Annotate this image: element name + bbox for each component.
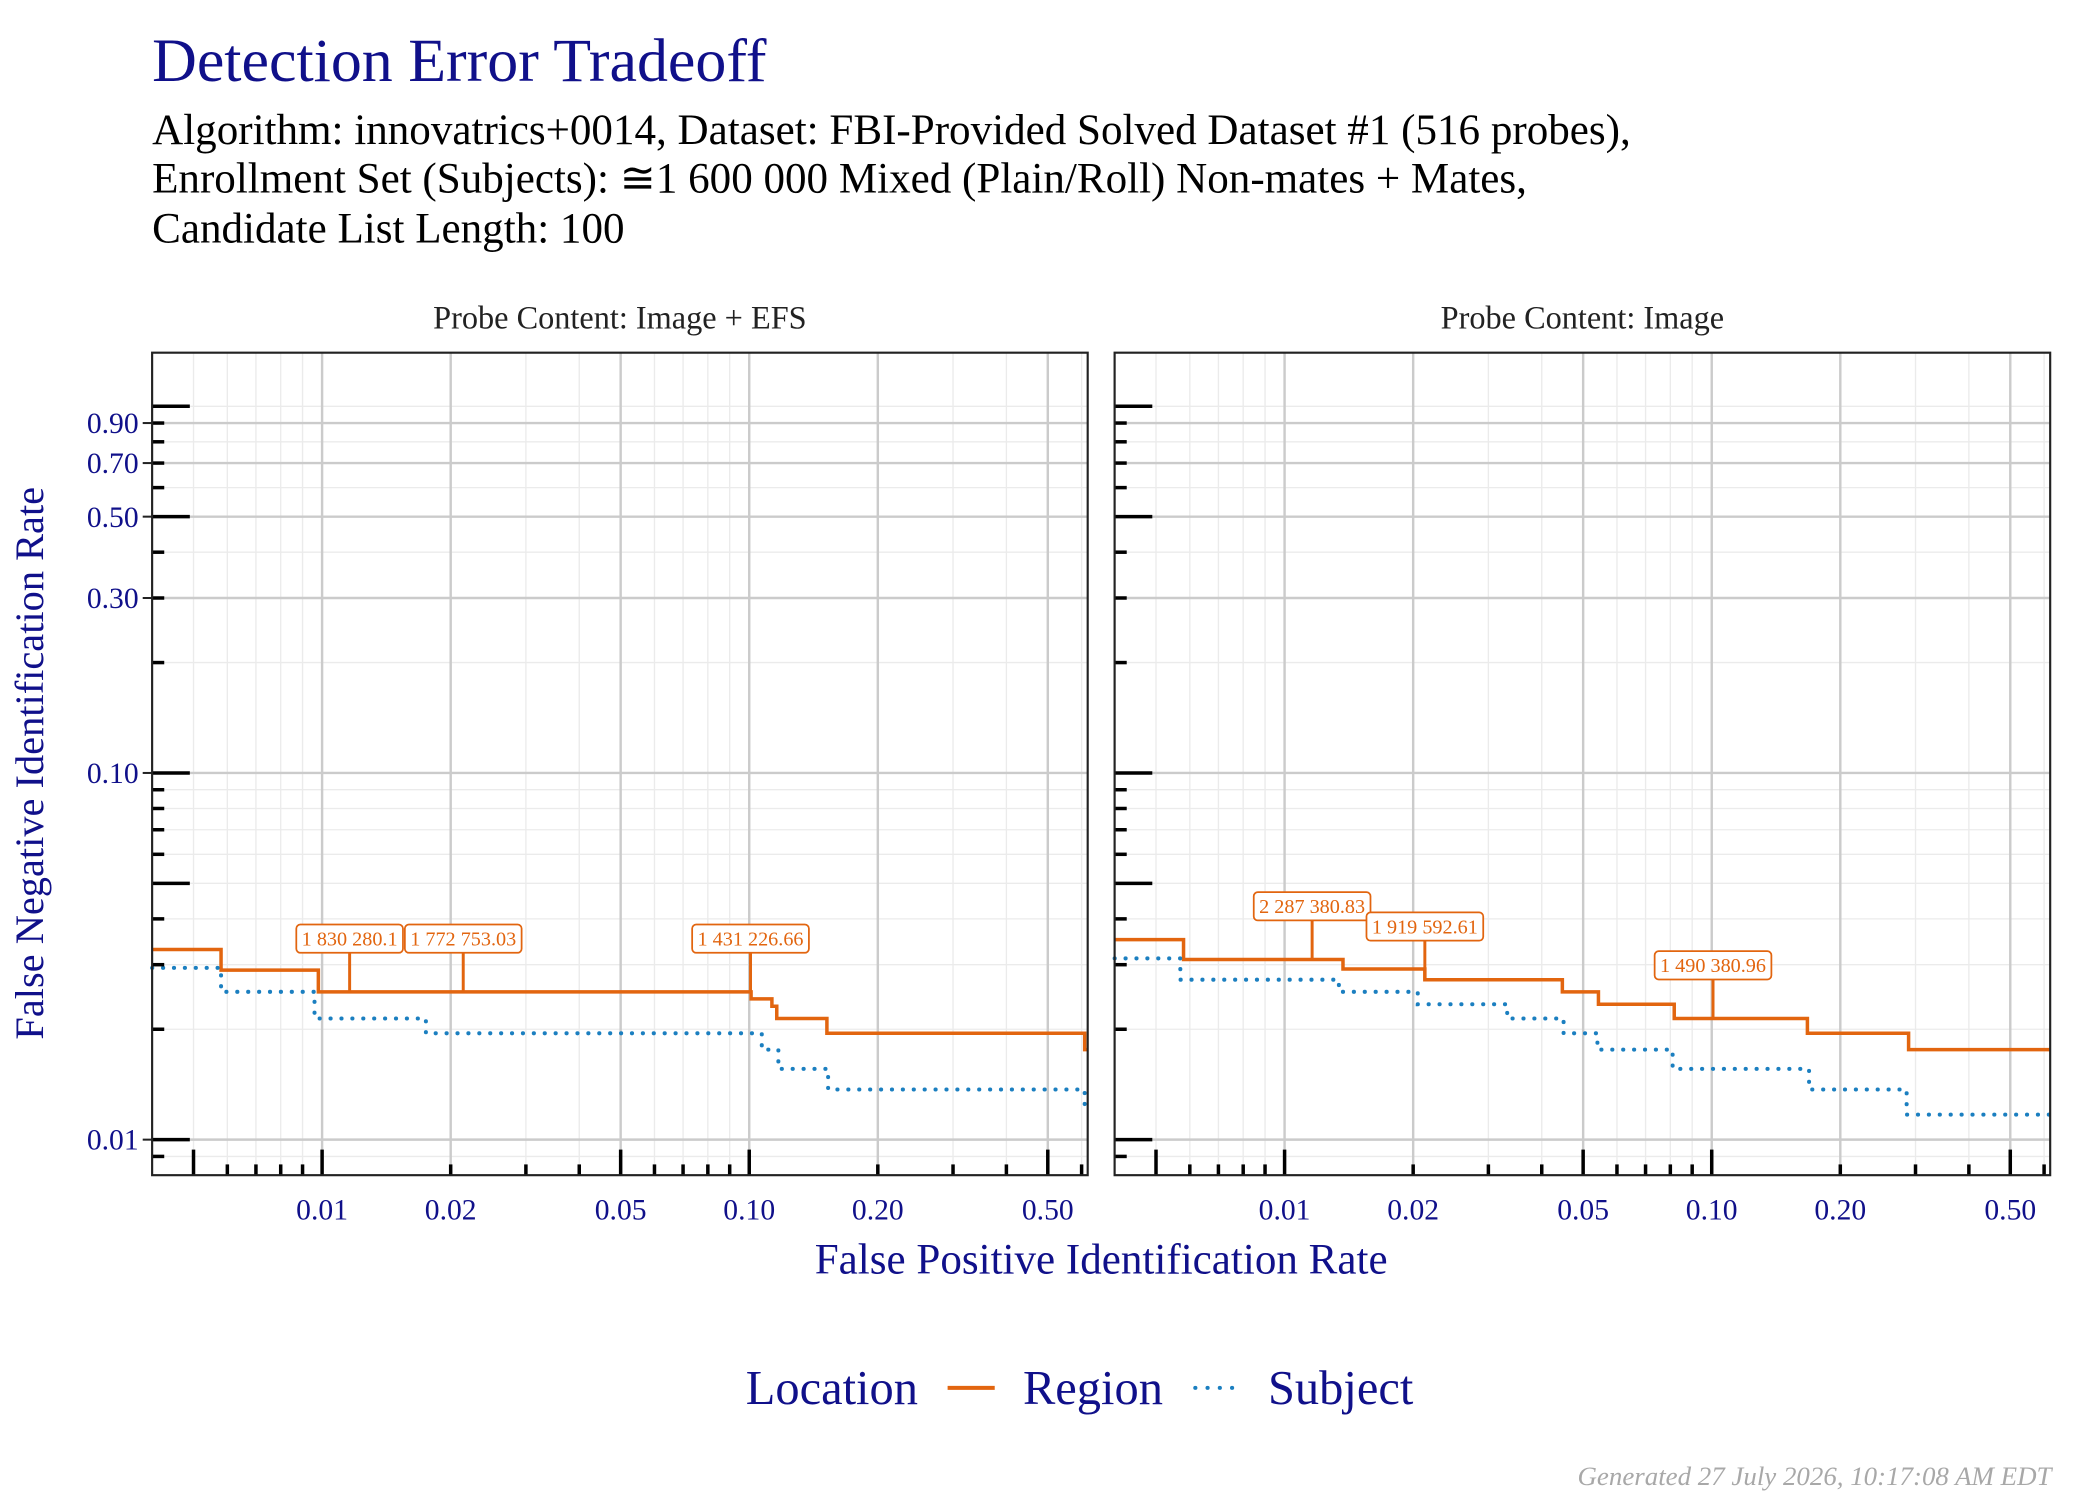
x-tick-label: 0.20	[1814, 1195, 1866, 1227]
y-tick-label: 0.30	[87, 583, 139, 615]
panel-title: Probe Content: Image	[1441, 299, 1724, 335]
x-tick-label: 0.20	[852, 1195, 904, 1227]
x-tick-label: 0.10	[1686, 1195, 1738, 1227]
annotation-label: 1 772 753.03	[410, 928, 516, 950]
panel-border	[1113, 351, 2052, 1177]
series-line	[152, 947, 1088, 1052]
annotation-label: 2 287 380.83	[1259, 896, 1365, 918]
y-tick-label: 0.10	[87, 758, 139, 790]
annotation-box	[403, 923, 523, 954]
annotation-box	[295, 923, 404, 954]
legend-label: Subject	[1268, 1362, 1414, 1415]
y-tick-label: 0.70	[87, 448, 139, 480]
y-tick-label: 0.90	[87, 408, 139, 440]
panel-border	[151, 351, 1089, 1177]
x-tick-label: 0.05	[1557, 1195, 1609, 1227]
annotation-label: 1 490 380.96	[1660, 955, 1766, 977]
annotation-label: 1 431 226.66	[698, 928, 804, 950]
x-tick-label: 0.01	[1259, 1195, 1311, 1227]
y-axis-label: False Negative Identification Rate	[7, 487, 52, 1040]
footer: Generated 27 July 2026, 10:17:08 AM EDT	[1578, 1461, 2054, 1491]
subtitle: Candidate List Length: 100	[152, 205, 624, 252]
annotation-label: 1 830 280.1	[302, 928, 398, 950]
x-tick-label: 0.02	[425, 1195, 477, 1227]
y-tick-label: 0.01	[87, 1125, 139, 1157]
annotation-label: 1 919 592.61	[1372, 916, 1478, 938]
x-tick-label: 0.02	[1387, 1195, 1439, 1227]
series-line	[1114, 937, 2051, 1052]
x-tick-label: 0.50	[1984, 1195, 2036, 1227]
x-tick-label: 0.05	[595, 1195, 647, 1227]
x-tick-label: 0.01	[296, 1195, 348, 1227]
panel-title: Probe Content: Image + EFS	[433, 299, 806, 335]
annotation-box	[1252, 891, 1372, 922]
y-tick-label: 0.50	[87, 502, 139, 534]
x-tick-label: 0.50	[1022, 1195, 1074, 1227]
x-axis-label: False Positive Identification Rate	[815, 1236, 1388, 1283]
annotation-box	[691, 923, 810, 954]
x-tick-label: 0.10	[723, 1195, 775, 1227]
legend-title: Location	[746, 1362, 918, 1415]
series-line	[150, 965, 1090, 1108]
subtitle: Algorithm: innovatrics+0014, Dataset: FB…	[152, 107, 1631, 154]
subtitle: Enrollment Set (Subjects): ≅1 600 000 Mi…	[152, 155, 1527, 202]
annotation-box	[1653, 950, 1773, 981]
annotation-box	[1365, 911, 1485, 942]
legend-label: Region	[1023, 1362, 1163, 1415]
chart-title: Detection Error Tradeoff	[152, 27, 767, 95]
